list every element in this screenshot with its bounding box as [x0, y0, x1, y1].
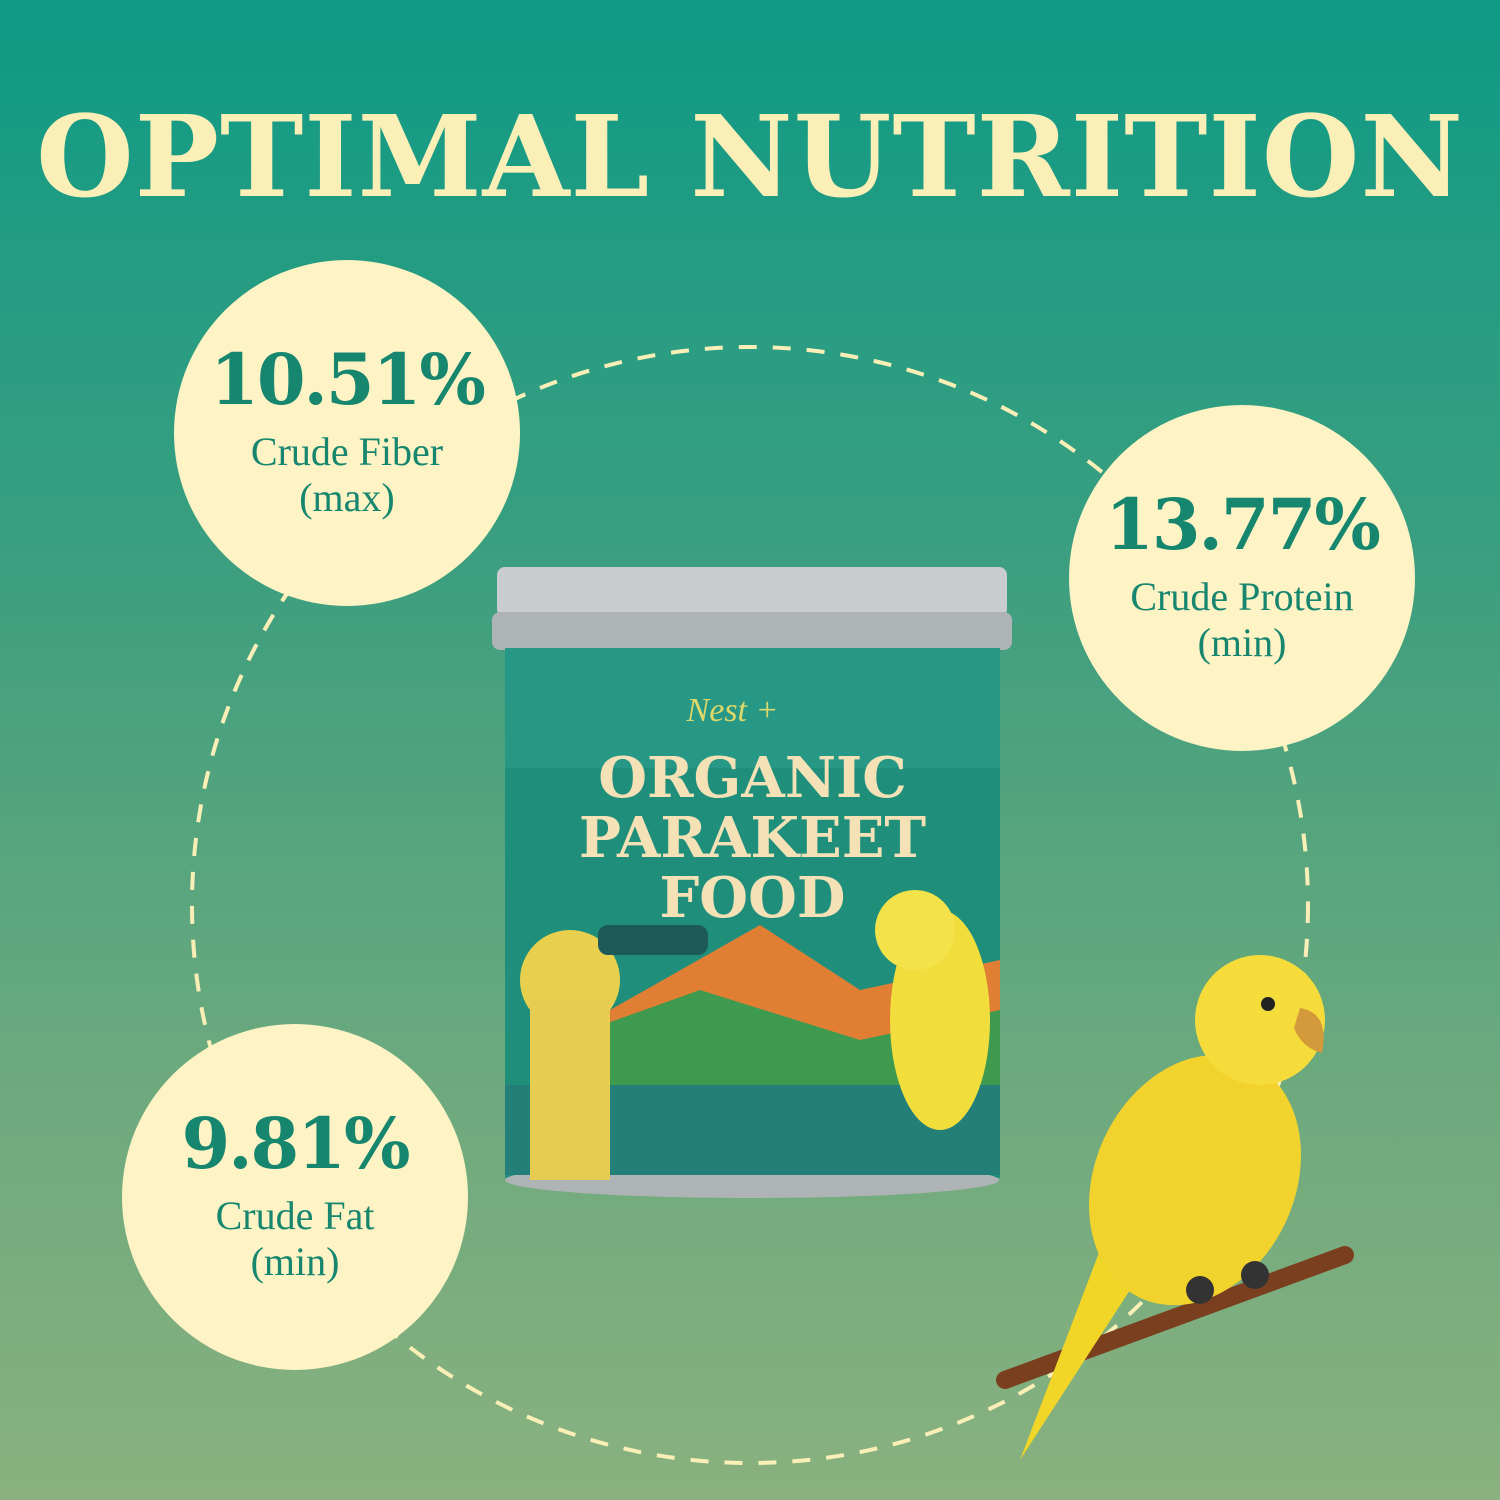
parakeet-illustration [996, 955, 1354, 1460]
badge-label: Crude Protein [1130, 574, 1354, 619]
badge-crude-fat: 9.81% Crude Fat (min) [122, 1024, 468, 1370]
product-name-line1: ORGANIC [598, 745, 907, 811]
product-can-image [492, 567, 1012, 1198]
badge-value: 10.51% [210, 338, 486, 421]
badge-label: Crude Fiber [250, 429, 444, 474]
page-title: OPTIMAL NUTRITION [36, 92, 1464, 223]
dashed-orbit [190, 345, 1310, 1465]
brand-logo: Nest + [686, 692, 779, 729]
badge-label: Crude Fat [215, 1193, 375, 1238]
product-name-line2: PARAKEET [578, 805, 927, 871]
badge-qualifier: (min) [250, 1239, 340, 1284]
badge-value: 13.77% [1105, 483, 1381, 566]
badge-crude-fiber: 10.51% Crude Fiber (max) [174, 260, 520, 606]
badge-crude-protein: 13.77% Crude Protein (min) [1069, 405, 1415, 751]
badge-value: 9.81% [181, 1102, 410, 1185]
badge-qualifier: (min) [1197, 620, 1287, 665]
product-name-line3: FOOD [659, 865, 846, 931]
badge-qualifier: (max) [299, 475, 395, 520]
